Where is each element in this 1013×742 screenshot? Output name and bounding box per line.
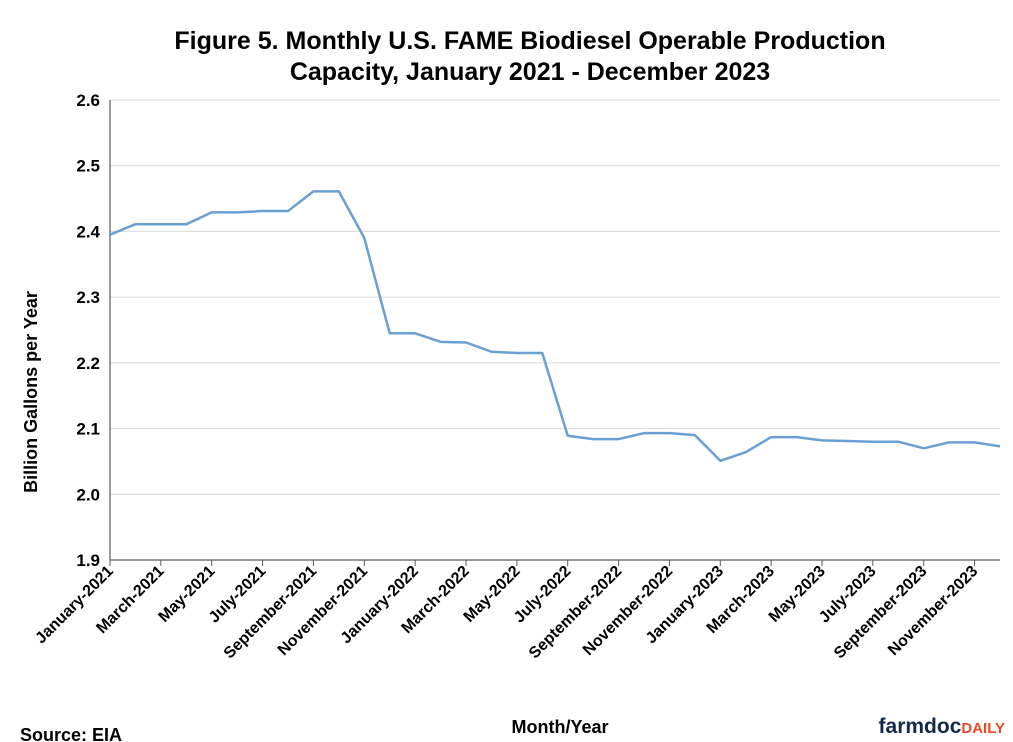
logo-accent: DAILY [961,720,1005,737]
y-tick-label: 2.6 [76,91,100,110]
y-axis-label: Billion Gallons per Year [21,291,41,493]
data-line [109,190,1001,463]
y-tick-label: 2.1 [76,420,100,439]
x-tick-label: November-2022 [580,563,676,659]
x-tick-label: September-2022 [526,563,626,663]
chart-title: Figure 5. Monthly U.S. FAME Biodiesel Op… [174,27,886,86]
logo-main: farmdoc [879,715,962,738]
y-tick-label: 2.2 [76,354,100,373]
x-tick-label: September-2023 [831,563,931,663]
y-tick-label: 2.4 [76,222,100,241]
x-axis-label: Month/Year [511,717,608,737]
logo: farmdocDAILY [879,715,1005,738]
y-tick-label: 2.3 [76,288,100,307]
x-tick-label: November-2021 [275,563,371,659]
y-tick-label: 1.9 [76,551,100,570]
y-tick-label: 2.5 [76,157,100,176]
source: Source: EIA [20,725,122,742]
y-tick-label: 2.0 [76,485,100,504]
x-tick-label: November-2023 [885,563,981,659]
x-tick-label: September-2021 [221,563,321,663]
